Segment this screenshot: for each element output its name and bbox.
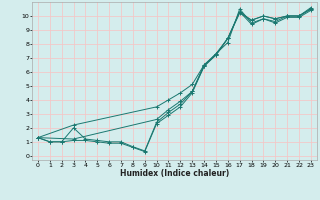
- X-axis label: Humidex (Indice chaleur): Humidex (Indice chaleur): [120, 169, 229, 178]
